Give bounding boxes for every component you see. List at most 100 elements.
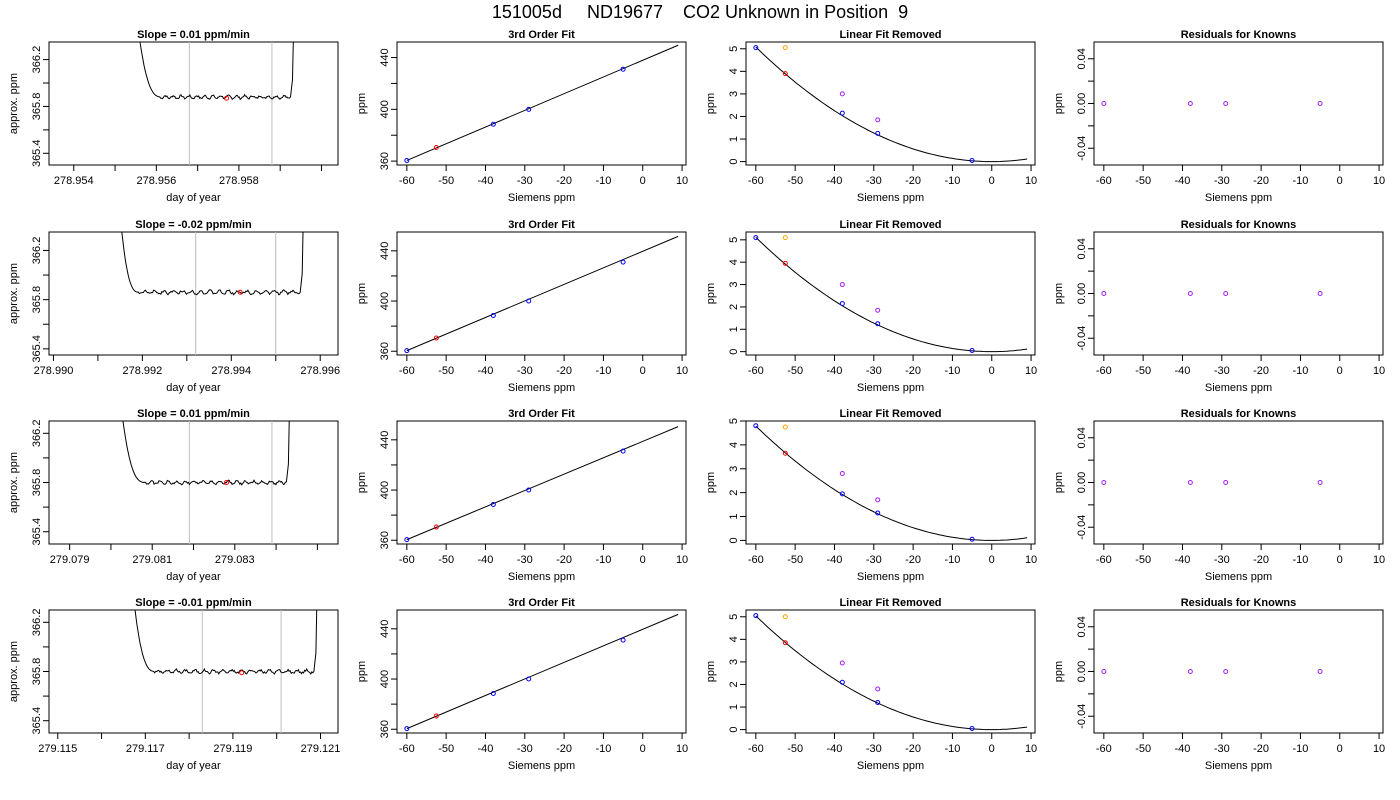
panel-title: Linear Fit Removed	[839, 597, 941, 609]
panel-2-2: 3rd Order Fit -60 -50 -40 -30 -20 -10 0 10 360 400…	[356, 219, 688, 394]
x-tick-label: -30	[517, 365, 533, 377]
x-axis-label: day of year	[166, 192, 221, 204]
data-point	[1223, 669, 1229, 674]
x-tick-label: -30	[1214, 554, 1230, 566]
x-tick-label: -50	[438, 743, 454, 755]
x-tick-label: 10	[1025, 365, 1037, 377]
y-tick-label: 5	[728, 46, 740, 52]
y-tick-label: 360	[379, 152, 391, 170]
data-point	[969, 348, 975, 354]
x-tick-label: -40	[1175, 365, 1191, 377]
data-point	[782, 640, 788, 646]
data-point	[1223, 291, 1229, 296]
data-point	[526, 676, 532, 682]
data-point	[969, 157, 975, 163]
x-tick-label: -30	[866, 554, 882, 566]
fit-line	[406, 44, 679, 161]
data-point	[1317, 480, 1323, 485]
x-tick-label: -20	[1253, 554, 1269, 566]
x-tick-label: 10	[676, 365, 688, 377]
x-tick-label: 0	[1337, 743, 1343, 755]
data-point	[433, 713, 439, 719]
plot-data	[753, 45, 1028, 163]
x-tick-label: -40	[478, 554, 494, 566]
data-point	[782, 45, 788, 51]
data-point	[839, 282, 845, 288]
data-point	[1317, 291, 1323, 296]
x-tick-label: -10	[1292, 175, 1308, 187]
data-point	[839, 679, 845, 685]
x-axis-label: Siemens ppm	[857, 760, 924, 772]
x-tick-label: -20	[1253, 365, 1269, 377]
plot-data	[404, 426, 679, 543]
panel-title: Slope = -0.02 ppm/min	[135, 219, 252, 231]
x-tick-label: 0	[1337, 365, 1343, 377]
fit-curve	[755, 46, 1028, 163]
y-axis-label: approx. ppm	[8, 73, 20, 134]
data-point	[404, 726, 410, 732]
x-tick-label: -50	[787, 554, 803, 566]
x-tick-label: 0	[989, 743, 995, 755]
data-point	[239, 670, 245, 676]
data-point	[1317, 669, 1323, 674]
data-trace	[134, 610, 318, 676]
plot-data	[753, 423, 1028, 542]
data-point	[620, 259, 626, 265]
y-tick-label: 4	[728, 442, 740, 448]
y-tick-label: 2	[728, 681, 740, 687]
y-axis-label: ppm	[705, 472, 717, 493]
plot-data	[134, 610, 318, 733]
y-tick-label: 365.4	[31, 707, 43, 735]
y-tick-label: 365.8	[31, 469, 43, 497]
y-tick-label: 0.04	[1076, 238, 1088, 259]
x-tick-label: -10	[1292, 554, 1308, 566]
x-tick-label: -30	[1214, 743, 1230, 755]
y-tick-label: 1	[728, 513, 740, 519]
plot-frame	[48, 41, 339, 166]
data-point	[753, 613, 759, 619]
y-axis-label: approx. ppm	[8, 263, 20, 324]
x-tick-label: -30	[517, 554, 533, 566]
data-point	[433, 524, 439, 530]
y-tick-label: 440	[379, 242, 391, 260]
y-tick-label: 1	[728, 326, 740, 332]
x-tick-label: -30	[517, 175, 533, 187]
fit-line	[406, 426, 679, 541]
data-point	[839, 91, 845, 97]
data-point	[620, 637, 626, 643]
x-tick-label: -10	[595, 365, 611, 377]
data-point	[1101, 291, 1107, 296]
y-tick-label: 4	[728, 259, 740, 265]
x-tick-label: 0	[640, 365, 646, 377]
data-point	[1317, 101, 1323, 106]
panel-title: 3rd Order Fit	[508, 29, 575, 41]
y-tick-label: 3	[728, 659, 740, 665]
panel-3-1: Slope = 0.01 ppm/min 279.079 279.081 279.08…	[8, 408, 339, 583]
x-tick-label: -50	[1135, 175, 1151, 187]
data-point	[875, 497, 881, 503]
y-tick-label: 1	[728, 136, 740, 142]
panel-title: Slope = 0.01 ppm/min	[137, 29, 250, 41]
plot-frame	[745, 609, 1036, 734]
y-tick-label: 5	[728, 237, 740, 243]
x-tick-label: 0	[640, 743, 646, 755]
x-tick-label: -30	[866, 365, 882, 377]
data-point	[404, 537, 410, 543]
data-point	[753, 235, 759, 241]
x-tick-label: -60	[748, 554, 764, 566]
data-point	[1187, 480, 1193, 485]
panel-title: Residuals for Knowns	[1181, 29, 1297, 41]
y-axis-label: ppm	[356, 93, 368, 114]
x-tick-label: -20	[556, 365, 572, 377]
y-tick-label: -0.04	[1076, 136, 1088, 161]
panel-3-2: 3rd Order Fit -60 -50 -40 -30 -20 -10 0 10 360 400…	[356, 408, 688, 583]
y-tick-label: 0.04	[1076, 427, 1088, 448]
x-tick-label: 0	[1337, 554, 1343, 566]
x-tick-label: 10	[676, 743, 688, 755]
y-tick-label: 0.04	[1076, 48, 1088, 69]
x-axis-label: Siemens ppm	[508, 192, 575, 204]
plot-data	[404, 235, 679, 354]
y-tick-label: 365.4	[31, 518, 43, 546]
panel-1-2: 3rd Order Fit -60 -50 -40 -30 -20 -10 0 10 360 400…	[356, 29, 688, 204]
x-tick-label: -10	[1292, 365, 1308, 377]
